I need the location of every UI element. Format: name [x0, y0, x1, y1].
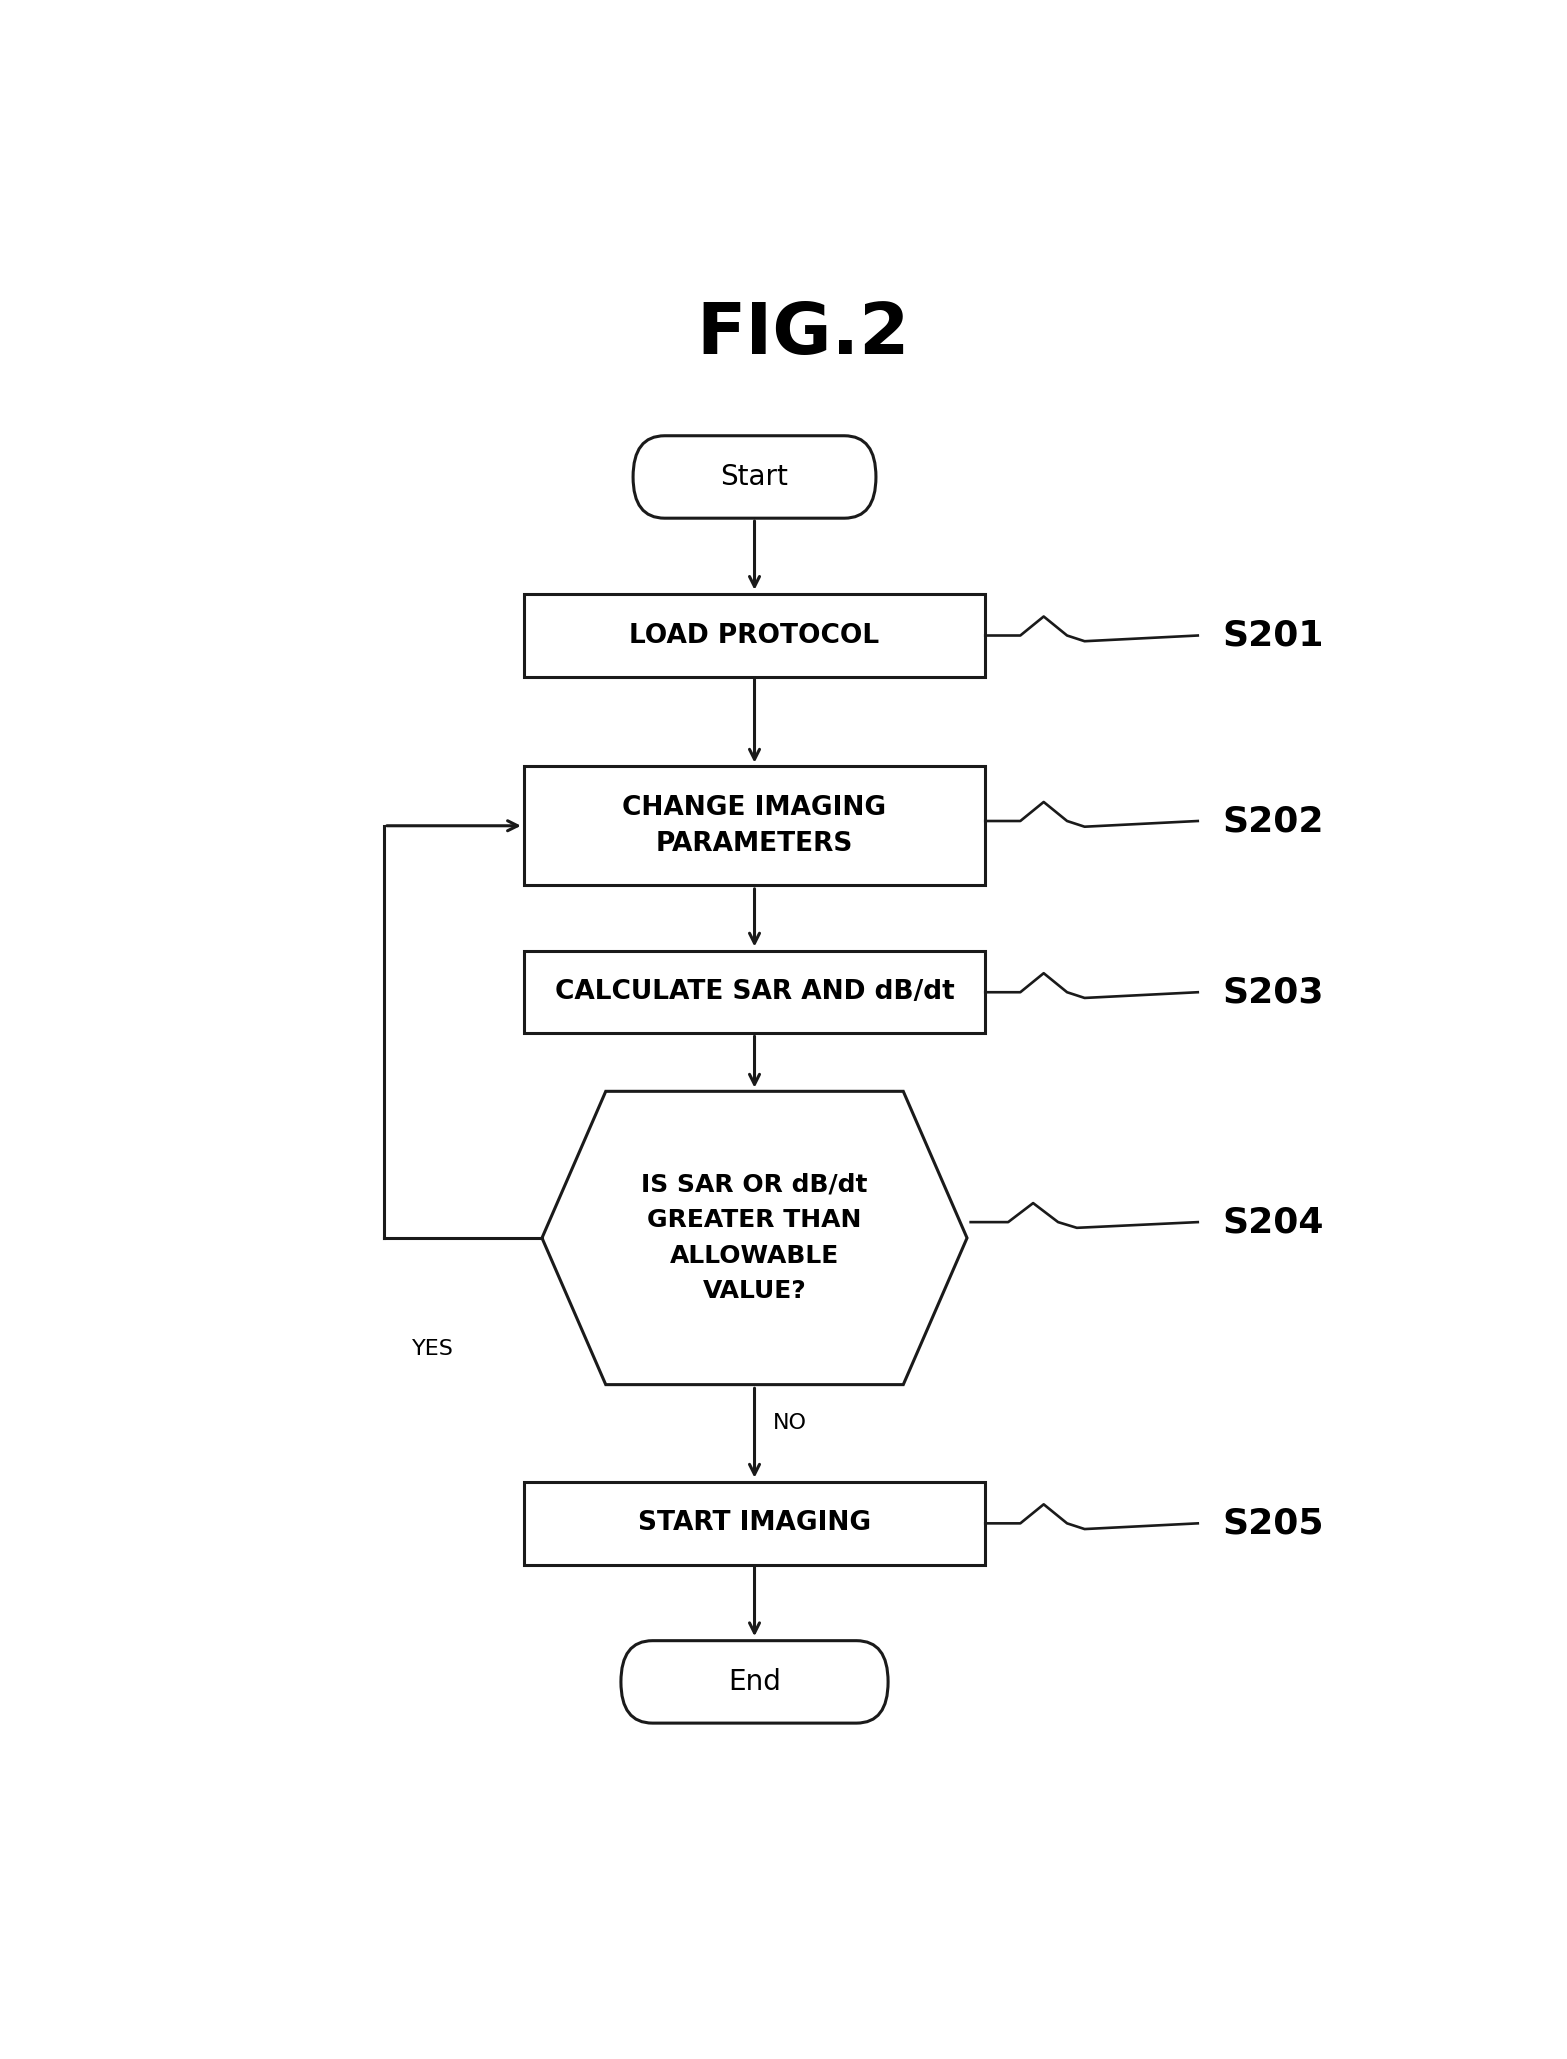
Text: YES: YES — [412, 1338, 453, 1359]
Text: IS SAR OR dB/dt
GREATER THAN
ALLOWABLE
VALUE?: IS SAR OR dB/dt GREATER THAN ALLOWABLE V… — [641, 1174, 868, 1303]
Text: S202: S202 — [1222, 803, 1324, 838]
Text: S203: S203 — [1222, 976, 1324, 1009]
FancyBboxPatch shape — [621, 1641, 888, 1723]
Text: End: End — [729, 1668, 780, 1697]
Bar — [523, 766, 986, 885]
Text: S205: S205 — [1222, 1507, 1324, 1540]
Polygon shape — [542, 1091, 967, 1384]
Text: START IMAGING: START IMAGING — [638, 1511, 871, 1536]
Text: S201: S201 — [1222, 618, 1324, 653]
FancyBboxPatch shape — [633, 437, 876, 519]
Bar — [523, 595, 986, 677]
Text: S204: S204 — [1222, 1205, 1324, 1240]
Bar — [523, 951, 986, 1034]
Text: CHANGE IMAGING
PARAMETERS: CHANGE IMAGING PARAMETERS — [622, 795, 887, 857]
Text: CALCULATE SAR AND dB/dt: CALCULATE SAR AND dB/dt — [555, 980, 954, 1005]
Text: Start: Start — [721, 463, 788, 490]
Text: FIG.2: FIG.2 — [696, 301, 910, 369]
Text: LOAD PROTOCOL: LOAD PROTOCOL — [630, 622, 879, 649]
Text: NO: NO — [773, 1412, 807, 1433]
Bar — [523, 1482, 986, 1565]
